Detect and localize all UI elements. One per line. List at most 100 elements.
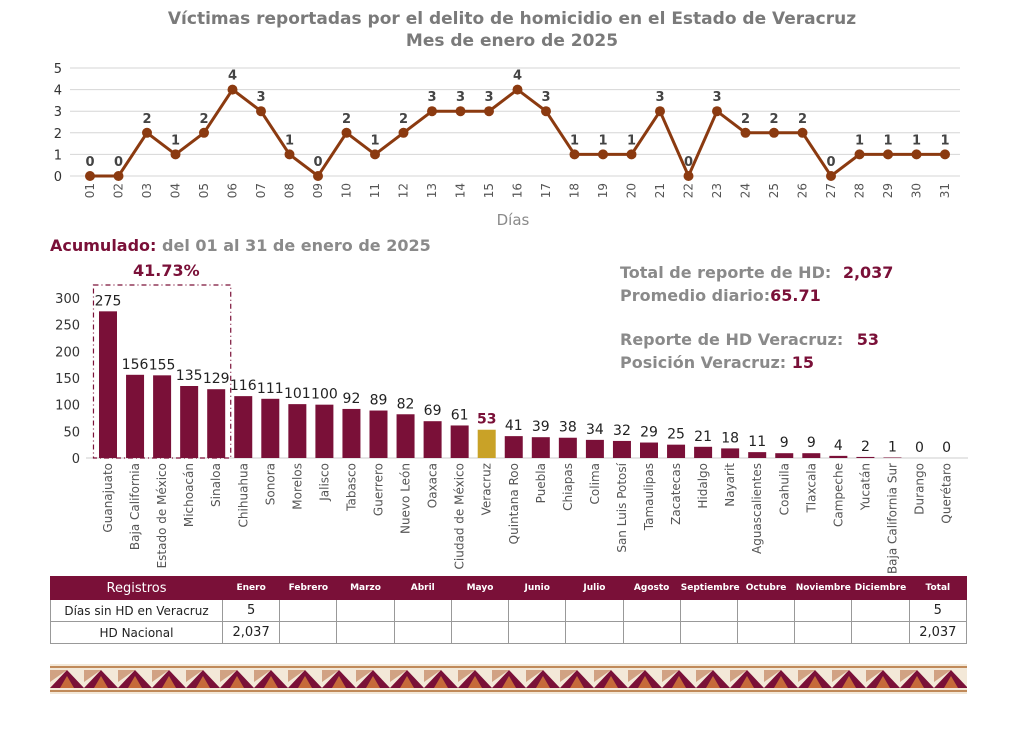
data-label: 34 xyxy=(586,422,604,438)
band-inner-triangle xyxy=(400,676,414,688)
x-tick-label: 12 xyxy=(397,183,411,198)
band-corner-shape xyxy=(900,670,917,682)
data-label: 1 xyxy=(171,133,180,148)
band-corner-shape xyxy=(322,670,339,682)
x-tick-label: 17 xyxy=(539,183,553,198)
bar xyxy=(856,456,875,458)
data-label: 18 xyxy=(721,430,739,446)
data-label: 29 xyxy=(640,425,658,441)
data-point xyxy=(940,149,950,160)
top5-percentage: 41.73% xyxy=(133,261,200,280)
band-corner-shape xyxy=(288,670,305,682)
band-inner-triangle xyxy=(672,676,686,688)
table-cell xyxy=(851,599,910,622)
data-label: 2 xyxy=(861,439,870,455)
data-label: 1 xyxy=(598,133,607,148)
table-cell: Días sin HD en Veracruz xyxy=(50,599,223,622)
data-point xyxy=(199,127,209,138)
x-tick-label: Nayarit xyxy=(723,463,737,507)
x-tick-label: 23 xyxy=(710,183,724,198)
x-tick-label: 28 xyxy=(853,183,867,198)
x-tick-label: Veracruz xyxy=(480,463,494,515)
veracruz-hd-label: Reporte de HD Veracruz: xyxy=(620,330,844,349)
y-tick-label: 150 xyxy=(55,372,80,387)
data-label: 3 xyxy=(456,90,465,105)
band-inner-triangle xyxy=(876,676,890,688)
data-label: 69 xyxy=(424,403,442,419)
x-tick-label: 15 xyxy=(482,183,496,198)
total-hd-stat: Total de reporte de HD: 2,037 xyxy=(620,263,893,282)
data-label: 11 xyxy=(748,434,766,450)
data-point xyxy=(370,149,380,160)
band-inner-triangle xyxy=(128,676,142,688)
bar xyxy=(126,374,145,458)
table-cell xyxy=(508,599,567,622)
bar xyxy=(612,440,631,458)
data-label: 0 xyxy=(915,440,924,456)
band-corner-shape xyxy=(152,670,169,682)
band-corner-shape xyxy=(764,670,781,682)
data-point xyxy=(854,149,865,160)
table-cell: HD Nacional xyxy=(50,621,223,644)
band-corner-shape xyxy=(118,670,135,682)
daily-average-value: 65.71 xyxy=(770,286,821,305)
bar xyxy=(775,453,794,458)
band-inner-triangle xyxy=(740,676,754,688)
table-cell xyxy=(565,621,624,644)
data-label: 0 xyxy=(684,155,693,170)
data-point xyxy=(883,149,893,160)
col-header-octubre: Octubre xyxy=(736,576,796,600)
data-point xyxy=(142,127,152,138)
table-row: Días sin HD en Veracruz 5 5 xyxy=(50,599,968,622)
data-label: 25 xyxy=(667,427,685,443)
x-tick-label: Nuevo León xyxy=(399,463,413,534)
x-tick-label: Campeche xyxy=(831,463,845,527)
band-inner-triangle xyxy=(910,676,924,688)
x-tick-label: San Luis Potosí xyxy=(615,462,629,552)
band-corner-shape xyxy=(390,670,407,682)
data-label: 1 xyxy=(912,133,921,148)
x-tick-label: 26 xyxy=(796,183,810,198)
bar xyxy=(261,398,280,458)
data-label: 0 xyxy=(313,155,322,170)
x-tick-label: 01 xyxy=(83,183,97,198)
table-cell xyxy=(622,599,681,622)
data-label: 1 xyxy=(570,133,579,148)
chart-title-line2: Mes de enero de 2025 xyxy=(405,31,619,51)
band-corner-shape xyxy=(560,670,577,682)
table-cell xyxy=(336,599,395,622)
x-tick-label: 06 xyxy=(226,183,240,198)
x-tick-label: Guanajuato xyxy=(101,463,115,533)
data-point xyxy=(113,171,124,181)
data-label: 3 xyxy=(484,90,493,105)
x-tick-label: 22 xyxy=(682,183,696,198)
x-tick-label: 07 xyxy=(254,183,268,198)
data-label: 2 xyxy=(399,112,408,127)
veracruz-hd-stat: Reporte de HD Veracruz: 53 xyxy=(620,330,879,349)
data-label: 4 xyxy=(513,69,522,84)
x-tick-label: Ciudad de México xyxy=(453,463,467,569)
total-hd-label: Total de reporte de HD: xyxy=(620,263,832,282)
data-point xyxy=(512,84,523,95)
x-tick-label: Zacatecas xyxy=(669,463,683,525)
x-tick-label: 24 xyxy=(739,183,753,198)
x-tick-label: Hidalgo xyxy=(696,463,710,509)
y-tick-label: 300 xyxy=(55,292,80,307)
data-point xyxy=(85,171,95,181)
x-tick-label: Tabasco xyxy=(344,463,358,512)
daily-line-chart: 0123450010022031042054063071080092101112… xyxy=(54,62,960,229)
data-label: 100 xyxy=(311,387,338,403)
band-inner-triangle xyxy=(570,676,584,688)
y-tick-label: 50 xyxy=(63,425,80,440)
x-tick-label: 02 xyxy=(112,183,126,198)
table-cell xyxy=(794,599,853,622)
data-label: 2 xyxy=(741,112,750,127)
x-tick-label: Morelos xyxy=(290,463,304,510)
band-corner-shape xyxy=(696,670,713,682)
x-tick-label: Quintana Roo xyxy=(507,463,521,544)
x-tick-label: 25 xyxy=(767,183,781,198)
y-tick-label: 0 xyxy=(54,170,62,185)
x-tick-label: Colima xyxy=(588,463,602,504)
bar xyxy=(153,375,172,458)
table-cell: 5 xyxy=(221,599,281,622)
